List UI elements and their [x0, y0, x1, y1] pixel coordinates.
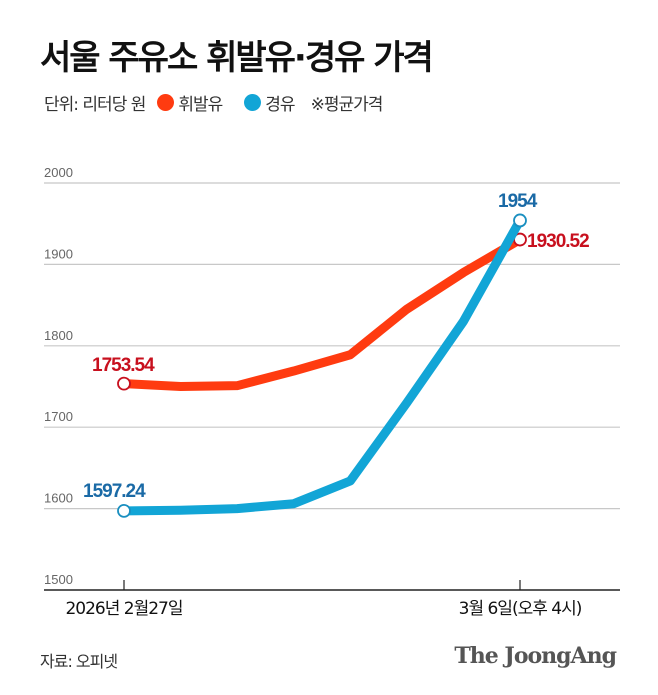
data-point-marker	[117, 503, 131, 518]
legend-gasoline-marker	[157, 94, 175, 111]
x-tick-label: 2026년 2월27일	[65, 599, 182, 619]
legend-gasoline-label: 휘발유	[178, 95, 223, 115]
unit-label: 단위: 리터당 원	[44, 95, 146, 115]
data-point-marker	[513, 213, 527, 228]
legend-diesel-marker	[244, 94, 262, 111]
data-label: 1597.24	[83, 481, 146, 502]
y-tick-label: 2000	[44, 165, 73, 180]
x-tick-label: 3월 6일(오후 4시)	[459, 599, 582, 619]
data-label: 1753.54	[92, 355, 155, 376]
y-tick-label: 1500	[44, 572, 73, 587]
chart-title: 서울 주유소 휘발유·경유 가격	[40, 38, 434, 78]
y-tick-label: 1800	[44, 328, 73, 343]
note-label: ※평균가격	[310, 95, 384, 115]
gasoline-line	[123, 235, 523, 391]
y-tick-label: 1900	[44, 246, 73, 261]
y-tick-label: 1600	[44, 491, 73, 506]
y-tick-label: 1700	[44, 409, 73, 424]
data-point-marker	[117, 376, 131, 391]
diesel-line	[123, 218, 524, 516]
logo: The JoongAng	[454, 643, 617, 669]
data-label: 1930.52	[527, 231, 589, 252]
data-label: 1954	[498, 191, 538, 212]
legend-diesel-label: 경유	[265, 95, 295, 115]
legend: 단위: 리터당 원 휘발유 경유 ※평균가격	[44, 90, 384, 115]
source-label: 자료: 오피넷	[40, 652, 118, 671]
